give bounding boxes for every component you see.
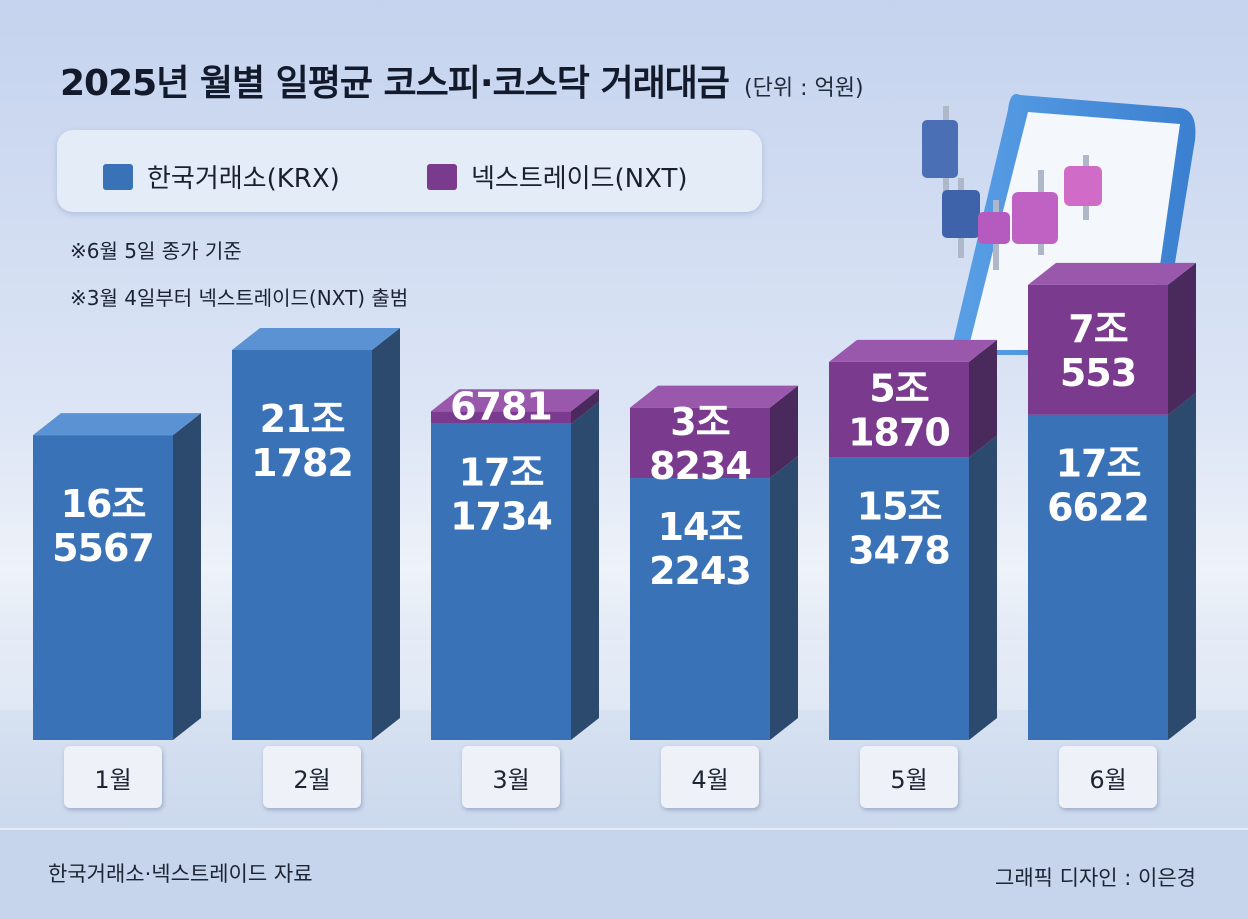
nxt-value-label: 553	[1060, 351, 1136, 395]
krx-bar-side	[372, 328, 400, 740]
nxt-bar-front	[829, 361, 969, 458]
krx-bar-front	[829, 457, 969, 740]
krx-bar-front	[33, 435, 173, 740]
krx-value-label: 1782	[251, 441, 353, 485]
nxt-bar	[1028, 262, 1196, 415]
krx-bar-top	[33, 413, 201, 436]
legend-label-nxt: 넥스트레이드(NXT)	[471, 164, 688, 194]
nxt-swatch-icon	[427, 163, 457, 190]
month-label: 6월	[1059, 746, 1157, 808]
krx-bar-side	[1168, 392, 1196, 740]
title-area: 2025년 월별 일평균 코스피·코스닥 거래대금 (단위 : 억원)	[60, 54, 864, 106]
legend: 한국거래소(KRX) 넥스트레이드(NXT)	[57, 130, 762, 212]
krx-value-label: 6622	[1047, 486, 1149, 530]
krx-value-label: 15조	[857, 484, 942, 528]
krx-bar	[829, 435, 997, 740]
krx-value-label: 21조	[260, 397, 345, 441]
krx-value-label: 2243	[649, 549, 751, 593]
krx-bar-front	[1028, 414, 1168, 740]
nxt-value-label: 6781	[450, 384, 552, 428]
krx-value-label: 16조	[61, 482, 146, 526]
legend-item-krx: 한국거래소(KRX)	[103, 158, 340, 195]
note-nxt-launch: ※3월 4일부터 넥스트레이드(NXT) 출범	[70, 286, 409, 310]
krx-bar-front	[630, 478, 770, 740]
nxt-bar-top	[829, 339, 997, 362]
nxt-bar	[431, 389, 599, 424]
candlestick-icon	[922, 106, 1102, 270]
krx-bar	[1028, 392, 1196, 740]
krx-value-label: 14조	[658, 505, 743, 549]
nxt-value-label: 3조	[670, 400, 729, 444]
nxt-value-label: 8234	[649, 444, 751, 488]
krx-value-label: 17조	[459, 451, 544, 495]
nxt-bar-front	[1028, 284, 1168, 415]
krx-bar-front	[232, 350, 372, 740]
nxt-value-label: 1870	[848, 411, 950, 455]
krx-bar-side	[571, 401, 599, 740]
krx-bar	[630, 456, 798, 740]
nxt-bar-front	[630, 407, 770, 479]
nxt-value-label: 7조	[1068, 307, 1127, 351]
krx-bar	[33, 413, 201, 740]
krx-bar-side	[173, 413, 201, 740]
nxt-bar	[829, 339, 997, 458]
krx-bar	[431, 401, 599, 740]
krx-bar-side	[969, 435, 997, 740]
month-label: 4월	[661, 746, 759, 808]
krx-value-label: 1734	[450, 495, 552, 539]
chart-title: 2025년 월별 일평균 코스피·코스닥 거래대금	[60, 63, 730, 104]
krx-bar-top	[232, 328, 400, 350]
nxt-bar-front	[431, 411, 571, 424]
krx-bar-side	[770, 456, 798, 740]
nxt-bar-side	[770, 385, 798, 479]
nxt-bar-side	[969, 339, 997, 458]
month-label: 5월	[860, 746, 958, 808]
legend-item-nxt: 넥스트레이드(NXT)	[427, 158, 688, 195]
nxt-bar-top	[630, 385, 798, 408]
footer	[0, 828, 1248, 919]
month-label: 3월	[462, 746, 560, 808]
krx-bar	[232, 328, 400, 740]
krx-value-label: 3478	[848, 528, 950, 572]
krx-value-label: 5567	[52, 526, 154, 570]
note-close-basis: ※6월 5일 종가 기준	[70, 239, 242, 263]
krx-value-label: 17조	[1056, 442, 1141, 486]
nxt-bar-top	[431, 389, 599, 412]
nxt-value-label: 5조	[869, 367, 928, 411]
month-label: 1월	[64, 746, 162, 808]
krx-swatch-icon	[103, 163, 133, 190]
nxt-bar-side	[571, 389, 599, 424]
nxt-bar	[630, 385, 798, 479]
krx-bar-front	[431, 423, 571, 740]
unit-label: (단위 : 억원)	[744, 76, 864, 101]
source-text: 한국거래소·넥스트레이드 자료	[48, 862, 313, 886]
legend-label-krx: 한국거래소(KRX)	[147, 164, 340, 194]
month-label: 2월	[263, 746, 361, 808]
nxt-bar-side	[1168, 262, 1196, 415]
nxt-bar-top	[1028, 262, 1196, 285]
credit-text: 그래픽 디자인 : 이은경	[995, 866, 1196, 890]
